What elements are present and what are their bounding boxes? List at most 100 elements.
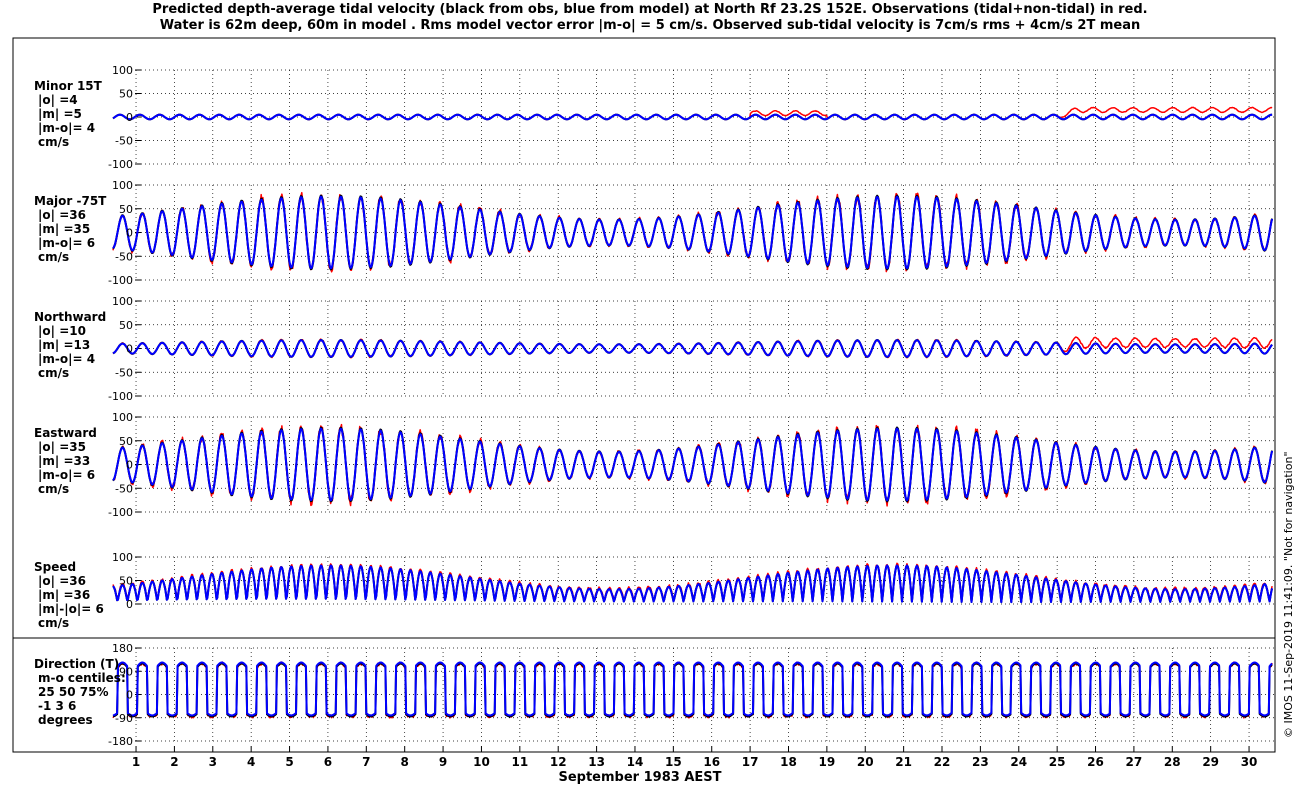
day-tick-label: 9 <box>439 755 447 769</box>
panel-label: Speed <box>34 560 76 574</box>
day-tick-label: 21 <box>895 755 912 769</box>
day-tick-label: 12 <box>550 755 567 769</box>
day-tick-label: 26 <box>1087 755 1104 769</box>
model-series-blue <box>112 339 1273 358</box>
day-tick-label: 18 <box>780 755 797 769</box>
panel-label: Northward <box>34 310 106 324</box>
grid-layer <box>135 69 1275 752</box>
panel-label: |m| =36 <box>38 588 90 602</box>
day-tick-label: 16 <box>703 755 720 769</box>
y-tick-label: -100 <box>108 506 133 519</box>
panel-label: cm/s <box>38 482 69 496</box>
panel-label: |o| =36 <box>38 574 86 588</box>
panel-label: |m|-|o|= 6 <box>38 602 104 616</box>
model-series-blue <box>112 564 1274 604</box>
y-tick-label: 100 <box>112 64 133 77</box>
direction-frame <box>12 637 1276 753</box>
y-tick-label: 50 <box>119 203 133 216</box>
y-tick-label: 50 <box>119 319 133 332</box>
y-tick-label: 0 <box>126 689 133 702</box>
panel-label: Eastward <box>34 426 97 440</box>
y-tick-label: 50 <box>119 435 133 448</box>
day-tick-label: 7 <box>362 755 370 769</box>
panel-label: cm/s <box>38 366 69 380</box>
chart-title-line-1: Predicted depth-average tidal velocity (… <box>152 2 1148 17</box>
panel-label: |m-o|= 6 <box>38 236 95 250</box>
model-series-blue <box>112 661 1273 717</box>
y-tick-label: 50 <box>119 88 133 101</box>
y-tick-label: -100 <box>108 158 133 171</box>
y-tick-label: -180 <box>108 735 133 748</box>
y-tick-label: 50 <box>119 575 133 588</box>
y-tick-label: 0 <box>126 343 133 356</box>
y-tick-label: -50 <box>115 135 133 148</box>
upper-frame <box>12 37 1276 639</box>
y-tick-label: -90 <box>115 712 133 725</box>
panel-label: |m| =33 <box>38 454 90 468</box>
day-tick-label: 10 <box>473 755 490 769</box>
day-tick-label: 20 <box>857 755 874 769</box>
panel-label: Major -75T <box>34 194 107 208</box>
panel-label: -1 3 6 <box>38 699 76 713</box>
y-tick-label: 0 <box>126 598 133 611</box>
day-tick-label: 25 <box>1049 755 1066 769</box>
day-tick-label: 2 <box>170 755 178 769</box>
day-tick-label: 27 <box>1126 755 1143 769</box>
y-tick-label: 180 <box>112 642 133 655</box>
day-tick-label: 24 <box>1010 755 1027 769</box>
day-tick-label: 11 <box>511 755 528 769</box>
day-tick-label: 19 <box>819 755 836 769</box>
y-tick-label: 100 <box>112 295 133 308</box>
panel-label: degrees <box>38 713 93 727</box>
panel-label: |m-o|= 4 <box>38 352 95 366</box>
y-tick-label: 0 <box>126 227 133 240</box>
day-tick-label: 8 <box>401 755 409 769</box>
day-tick-label: 3 <box>209 755 217 769</box>
panel-label: cm/s <box>38 135 69 149</box>
panel-label: cm/s <box>38 250 69 264</box>
day-tick-label: 17 <box>742 755 759 769</box>
day-tick-label: 4 <box>247 755 255 769</box>
panel-label: |m-o|= 4 <box>38 121 95 135</box>
model-series-blue <box>112 427 1274 502</box>
panel-label: |m| =35 <box>38 222 90 236</box>
panel-label: |m| =13 <box>38 338 90 352</box>
y-tick-label: 100 <box>112 179 133 192</box>
day-tick-label: 29 <box>1202 755 1219 769</box>
y-tick-label: -100 <box>108 390 133 403</box>
y-tick-label: 0 <box>126 459 133 472</box>
panel-label: |o| =35 <box>38 440 86 454</box>
y-tick-label: 100 <box>112 551 133 564</box>
credit-text: © IMOS 11-Sep-2019 11:41:09. "Not for na… <box>1282 451 1295 738</box>
day-tick-label: 22 <box>934 755 951 769</box>
y-tick-label: -50 <box>115 250 133 263</box>
y-tick-label: -50 <box>115 366 133 379</box>
panel-label: 25 50 75% <box>38 685 108 699</box>
day-tick-label: 15 <box>665 755 682 769</box>
panel-label: cm/s <box>38 616 69 630</box>
y-tick-label: 0 <box>126 111 133 124</box>
day-tick-label: 5 <box>285 755 293 769</box>
label-layer: 1 2 3 4 5 6 7 8 9 10 11 12 13 14 15 16 17 18 19 20 21 22 23 24 2… <box>34 64 1257 769</box>
day-tick-label: 30 <box>1241 755 1258 769</box>
model-series-blue <box>112 113 1273 121</box>
day-tick-label: 1 <box>132 755 140 769</box>
panel-label: |o| =36 <box>38 208 86 222</box>
y-tick-label: 100 <box>112 411 133 424</box>
day-tick-label: 13 <box>588 755 605 769</box>
day-tick-label: 6 <box>324 755 332 769</box>
y-tick-label: -100 <box>108 274 133 287</box>
chart-title-line-2: Water is 62m deep, 60m in model . Rms mo… <box>159 18 1141 33</box>
panel-label: m-o centiles: <box>38 671 126 685</box>
day-tick-label: 23 <box>972 755 989 769</box>
panel-label: |o| =10 <box>38 324 86 338</box>
day-tick-label: 14 <box>627 755 644 769</box>
y-tick-label: -50 <box>115 482 133 495</box>
panel-label: |m-o|= 6 <box>38 468 95 482</box>
model-series-blue <box>112 195 1274 270</box>
x-axis-label: September 1983 AEST <box>558 770 722 785</box>
y-tick-label: 90 <box>119 665 133 678</box>
data-layer <box>112 106 1274 719</box>
panel-label: Direction (T) <box>34 657 119 671</box>
